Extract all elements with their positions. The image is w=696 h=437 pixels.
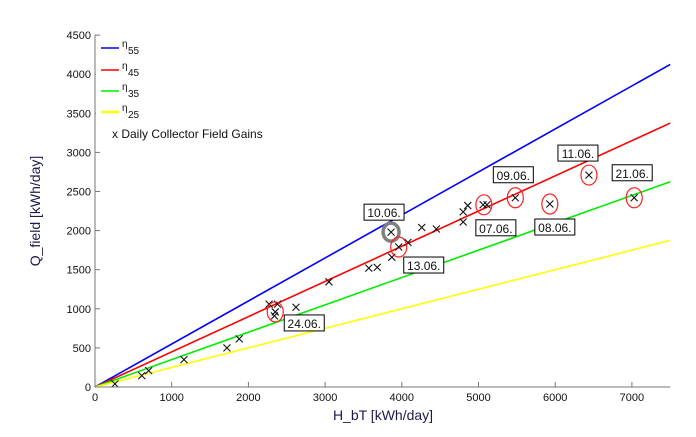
data-point: [235, 335, 244, 343]
legend-subscript: 55: [128, 46, 140, 57]
legend-subscript: 35: [128, 89, 140, 100]
data-point: [137, 371, 146, 380]
legend-bg: [96, 104, 296, 124]
annotation-box: [557, 144, 599, 162]
data-point: [180, 355, 188, 364]
data-point: [459, 207, 468, 216]
highlight-circle: [506, 187, 524, 209]
legend-subscript: 25: [128, 110, 140, 121]
x-axis-label: H_bT [kWh/day]: [333, 407, 433, 423]
efficiency-line-35: [94, 180, 671, 388]
efficiency-line-25: [94, 239, 671, 388]
annotation-label: 24.06.: [288, 317, 321, 331]
annotation-label: 08.06.: [538, 221, 571, 235]
highlight-circle: [475, 194, 493, 216]
legend-eta: η: [122, 39, 128, 50]
data-point: [432, 225, 441, 233]
legend-eta: η: [122, 82, 128, 93]
data-point: [417, 223, 426, 232]
annotation-label: 07.06.: [479, 222, 512, 236]
data-point: [479, 200, 487, 209]
x-tick-label: 5000: [466, 392, 490, 404]
data-point: [630, 193, 639, 202]
data-point: [373, 263, 382, 272]
legend-bg: [96, 40, 296, 60]
legend-eta: η: [122, 61, 128, 72]
x-tick-label: 3000: [313, 392, 337, 404]
annotation-label: 13.06.: [407, 259, 440, 273]
annotation-label: 09.06.: [497, 169, 530, 183]
data-point: [585, 171, 593, 179]
x-tick-label: 2000: [236, 392, 260, 404]
y-tick-label: 2000: [67, 226, 91, 238]
y-tick-label: 1000: [67, 304, 91, 316]
legend-scatter-label: x Daily Collector Field Gains: [112, 127, 263, 141]
y-tick-label: 3000: [67, 147, 91, 159]
x-tick-label: 1000: [159, 392, 183, 404]
data-point: [545, 200, 554, 208]
legend-subscript: 45: [128, 68, 140, 79]
data-point: [511, 193, 520, 202]
data-point: [265, 300, 273, 308]
legend-eta: η: [122, 103, 128, 114]
highlight-circle: [266, 301, 284, 323]
y-tick-label: 500: [73, 343, 91, 355]
highlight-circle: [390, 236, 408, 258]
y-tick-label: 0: [85, 382, 91, 394]
annotation-box: [363, 203, 405, 221]
data-point: [292, 303, 300, 312]
y-axis-label: Q_field [kWh/day]: [27, 156, 43, 267]
y-tick-label: 1500: [67, 265, 91, 277]
y-tick-label: 3500: [67, 108, 91, 120]
data-point: [463, 201, 472, 210]
data-point: [223, 344, 231, 352]
efficiency-line-55: [94, 63, 671, 388]
annotation-box: [283, 314, 325, 332]
x-tick-label: 6000: [543, 392, 567, 404]
annotation-label: 10.06.: [367, 206, 400, 220]
annotation-box: [475, 219, 517, 237]
y-tick-label: 4500: [67, 30, 91, 42]
data-point: [483, 200, 491, 209]
highlight-circle: [625, 187, 643, 209]
annotation-label: 11.06.: [562, 147, 594, 161]
data-point: [404, 238, 412, 247]
y-tick-label: 4000: [67, 69, 91, 81]
data-point: [270, 311, 279, 320]
x-tick-label: 0: [92, 392, 98, 404]
x-tick-label: 7000: [620, 392, 644, 404]
data-point: [364, 264, 373, 273]
highlight-circle: [541, 193, 559, 215]
annotation-box: [611, 164, 653, 182]
x-tick-label: 4000: [390, 392, 414, 404]
annotation-box: [403, 256, 445, 274]
data-point: [459, 218, 468, 226]
legend-bg: [96, 62, 296, 82]
legend-bg: [96, 83, 296, 103]
y-tick-label: 2500: [67, 187, 91, 199]
data-point: [394, 243, 403, 251]
annotation-label: 21.06.: [616, 167, 649, 181]
highlight-circle: [381, 221, 401, 243]
highlight-circle: [580, 164, 598, 186]
annotation-box: [492, 166, 534, 184]
data-point: [387, 228, 395, 237]
annotation-box: [534, 218, 576, 236]
data-point: [144, 366, 153, 375]
data-point: [111, 379, 119, 388]
efficiency-line-45: [94, 122, 671, 388]
data-point: [325, 277, 333, 286]
